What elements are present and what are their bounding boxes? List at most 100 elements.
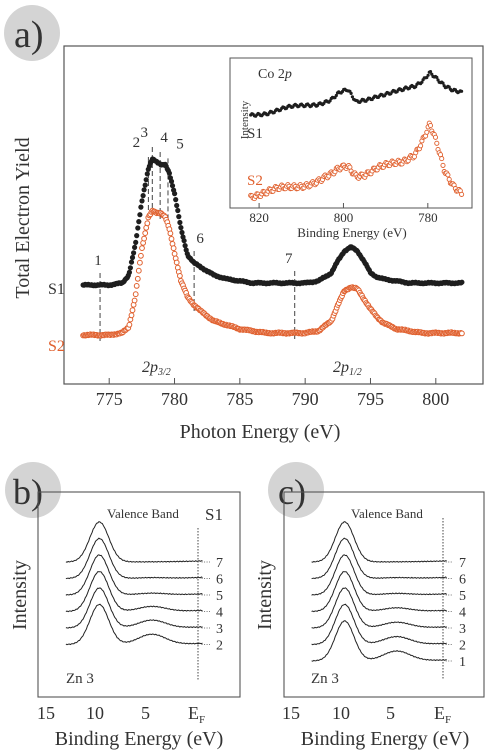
vb-curve-label: 5 [459, 589, 466, 604]
inset-s2-point [434, 140, 440, 146]
vb-curve [311, 521, 447, 563]
panel-a-x-axis: 775 780 785 790 795 800 [96, 378, 449, 409]
a-x-tick-label: 780 [161, 389, 188, 409]
vb-curve-label: 7 [216, 556, 223, 571]
s2-point [138, 252, 144, 259]
inset-s1-point [426, 73, 430, 77]
s2-point [137, 259, 143, 266]
panel-b-tick-5: 5 [141, 703, 150, 723]
vb-curve [311, 554, 447, 596]
energy-marker-label: 1 [94, 253, 102, 269]
s1-point [136, 219, 142, 225]
s2-point [128, 312, 135, 319]
inset-x-axis-label: Binding Energy (eV) [297, 225, 407, 240]
inset-title: Co 2p [258, 67, 292, 82]
inset-plot [248, 70, 465, 202]
s1-point [177, 219, 183, 226]
s1-point [178, 225, 184, 231]
panel-c-title: Valence Band [351, 506, 423, 521]
s2-point [131, 297, 138, 304]
s1-point [182, 243, 188, 249]
s1-point [176, 214, 182, 220]
s1-point [459, 279, 465, 285]
panel-c-badge [268, 462, 324, 518]
s2-point [144, 220, 151, 227]
s1-point [132, 244, 138, 250]
vb-curve-label: 2 [459, 639, 466, 654]
panel-c-frame [283, 491, 485, 698]
vb-curve-label: 4 [216, 606, 223, 621]
inset-co2p: Co 2p Intensity S1 S2 820 800 780 Binding … [229, 57, 473, 240]
panel-b-y-axis-label: Intensity [9, 560, 31, 630]
a-x-tick-label: 775 [96, 389, 123, 409]
panel-a: a) 775 780 785 790 795 800 Photon Energy (eV)… [4, 5, 484, 443]
s2-point [168, 236, 175, 242]
vb-curve [65, 587, 203, 629]
s1-point [166, 170, 172, 176]
s2-point [134, 275, 141, 282]
inset-s2-point [445, 172, 451, 178]
s1-point [126, 269, 132, 275]
vb-curve [65, 571, 203, 613]
inset-y-axis-label: Intensity [239, 100, 251, 139]
inset-s2-point [440, 162, 446, 168]
inset-series-label-s2: S2 [247, 173, 263, 189]
energy-marker-label: 4 [160, 130, 168, 146]
s2-point [173, 259, 180, 266]
s2-point [142, 230, 149, 237]
vb-curve-label: 3 [216, 622, 223, 637]
a-x-tick-label: 800 [422, 389, 449, 409]
inset-s1-point [414, 85, 418, 89]
vb-curve [311, 603, 447, 646]
s2-point [135, 267, 142, 274]
s1-point [174, 202, 180, 209]
vb-curve-label: 1 [459, 655, 466, 670]
s1-point [137, 212, 143, 218]
s2-point [126, 321, 133, 328]
panel-c-tick-5: 5 [386, 703, 395, 723]
s1-point [127, 265, 133, 271]
s1-point [141, 187, 147, 193]
panel-b-tick-15: 15 [37, 703, 55, 723]
vb-curve-label: 6 [459, 573, 466, 588]
energy-marker-label: 3 [141, 125, 149, 141]
inset-s2-point [439, 156, 445, 162]
s2-point [133, 283, 140, 289]
s1-point [144, 171, 150, 177]
s1-point [143, 177, 149, 183]
s2-point [170, 245, 177, 252]
inset-x-axis: 820 800 780 [249, 203, 438, 225]
panel-c-tick-10: 10 [332, 703, 350, 723]
panel-b-tick-10: 10 [86, 703, 104, 723]
vb-curve-label: 3 [459, 622, 466, 637]
panel-a-frame [63, 45, 484, 385]
panel-b-tick-ef: EF [188, 703, 205, 726]
panel-a-y-axis-label: Total Electron Yield [12, 137, 34, 298]
vb-curve-label: 6 [216, 573, 223, 588]
s1-point [131, 250, 137, 256]
panel-a-label: a) [14, 14, 44, 56]
s1-point [128, 259, 135, 265]
inset-series-label-s1: S1 [247, 126, 263, 142]
s2-point [459, 330, 465, 337]
peak-label-2p12: 2p1/2 [333, 359, 362, 378]
vb-curve [65, 537, 203, 580]
panel-c-x-axis-label: Binding Energy (eV) [301, 728, 470, 750]
inset-s2-point [424, 129, 430, 135]
inset-s2-point [427, 122, 434, 129]
s1-point [175, 207, 181, 214]
s2-point [132, 291, 139, 298]
vb-curve [311, 587, 447, 629]
panel-c-y-axis-label: Intensity [254, 560, 276, 630]
series-label-s2: S2 [48, 338, 65, 355]
inset-s1-point [435, 75, 439, 79]
s2-point [139, 245, 145, 252]
s2-point [177, 273, 183, 279]
panel-b-plot: 7 65 43 2 [65, 521, 223, 654]
series-label-s1: S1 [48, 281, 65, 298]
panel-b: b) Valence Band S1 Zn 3 Intensity 15 10 … [5, 462, 241, 750]
panel-a-x-axis-label: Photon Energy (eV) [180, 421, 341, 443]
inset-x-tick-label: 820 [249, 210, 269, 225]
panel-c-zn-label: Zn 3 [311, 671, 339, 687]
